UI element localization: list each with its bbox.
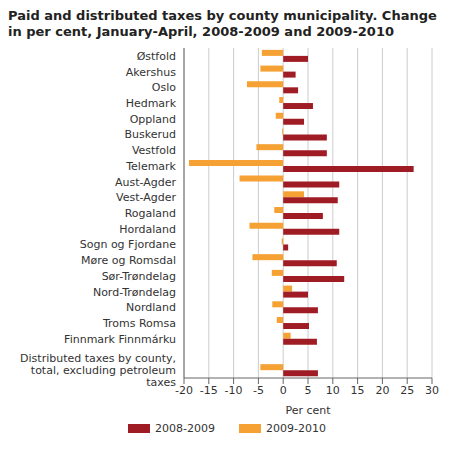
svg-text:-15: -15 bbox=[200, 384, 218, 397]
svg-text:-5: -5 bbox=[253, 384, 264, 397]
svg-text:Nord-Trøndelag: Nord-Trøndelag bbox=[93, 286, 176, 299]
svg-text:-10: -10 bbox=[225, 384, 243, 397]
html-text:2008-2009: 2008-2009 bbox=[155, 422, 215, 435]
svg-text:Hedmark: Hedmark bbox=[126, 97, 177, 110]
html-text:2009-2010: 2009-2010 bbox=[266, 422, 326, 435]
svg-text:Møre og Romsdal: Møre og Romsdal bbox=[81, 254, 176, 267]
svg-text:Vestfold: Vestfold bbox=[132, 144, 176, 157]
svg-text:0: 0 bbox=[280, 384, 287, 397]
html-text:Paid and distributed taxes by: Paid and distributed taxes by county mun… bbox=[8, 8, 437, 39]
svg-text:Aust-Agder: Aust-Agder bbox=[115, 176, 177, 189]
svg-text:-20: -20 bbox=[175, 384, 193, 397]
svg-text:Buskerud: Buskerud bbox=[125, 128, 176, 141]
svg-text:30: 30 bbox=[425, 384, 439, 397]
svg-text:Troms Romsa: Troms Romsa bbox=[102, 317, 176, 330]
svg-text:Distributed taxes by county,to: Distributed taxes by county,total, exclu… bbox=[20, 352, 176, 389]
svg-text:Finnmark Finnmárku: Finnmark Finnmárku bbox=[64, 333, 176, 346]
svg-text:15: 15 bbox=[351, 384, 365, 397]
svg-text:Sogn og Fjordane: Sogn og Fjordane bbox=[80, 238, 177, 251]
svg-text:Sør-Trøndelag: Sør-Trøndelag bbox=[102, 270, 176, 283]
svg-text:Hordaland: Hordaland bbox=[119, 223, 176, 236]
svg-text:Rogaland: Rogaland bbox=[125, 207, 176, 220]
svg-text:Per cent: Per cent bbox=[285, 404, 331, 417]
svg-text:Nordland: Nordland bbox=[126, 301, 176, 314]
svg-text:Østfold: Østfold bbox=[137, 50, 176, 63]
svg-text:5: 5 bbox=[305, 384, 312, 397]
svg-text:20: 20 bbox=[375, 384, 389, 397]
svg-text:Akershus: Akershus bbox=[126, 66, 176, 79]
svg-text:Vest-Agder: Vest-Agder bbox=[116, 191, 176, 204]
svg-text:Oslo: Oslo bbox=[152, 81, 176, 94]
svg-text:Oppland: Oppland bbox=[130, 113, 176, 126]
svg-text:25: 25 bbox=[400, 384, 414, 397]
svg-text:Telemark: Telemark bbox=[125, 160, 176, 173]
svg-text:10: 10 bbox=[326, 384, 340, 397]
